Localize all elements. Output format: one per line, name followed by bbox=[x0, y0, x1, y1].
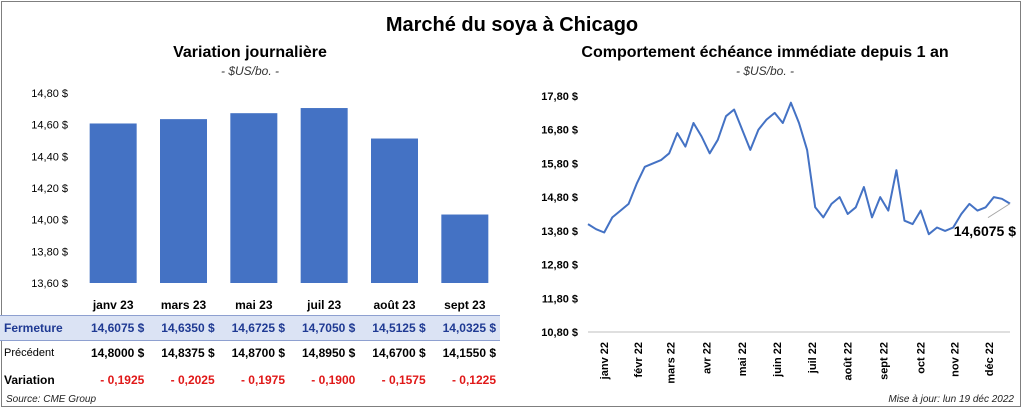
table-cell: - 0,1575 bbox=[381, 373, 426, 387]
updated-note: Mise à jour: lun 19 déc 2022 bbox=[888, 394, 1014, 405]
table-row-variation: Variation - 0,1925 - 0,2025 - 0,1975 - 0,19… bbox=[0, 368, 500, 392]
bar-1 bbox=[160, 119, 207, 283]
price-series-line bbox=[587, 101, 1011, 236]
bar-y-tick-label: 14,20 $ bbox=[31, 183, 68, 195]
line-x-tick-label: avr 22 bbox=[701, 342, 713, 374]
bar-y-tick-label: 14,00 $ bbox=[31, 215, 68, 227]
table-cell: 14,7050 $ bbox=[301, 321, 356, 335]
last-value-leader bbox=[987, 203, 1011, 219]
bar-y-tick-label: 14,60 $ bbox=[31, 120, 68, 132]
last-value-label: 14,6075 $ bbox=[954, 223, 1016, 239]
bar-y-tick-label: 13,60 $ bbox=[31, 278, 68, 290]
line-x-tick-label: oct 22 bbox=[916, 342, 928, 374]
bar-5 bbox=[441, 214, 489, 283]
line-y-tick-label: 12,80 $ bbox=[541, 260, 578, 272]
table-cell: 14,0325 $ bbox=[442, 321, 496, 335]
line-chart-subtitle: - $US/bo. - bbox=[735, 64, 795, 78]
bar-4 bbox=[371, 138, 418, 283]
line-x-tick-label: juil 22 bbox=[807, 342, 819, 374]
bar-chart-title: Variation journalière bbox=[173, 44, 327, 61]
table-cell: 14,8375 $ bbox=[161, 346, 215, 360]
row-label: Fermeture bbox=[4, 321, 63, 335]
bar-chart: 14,80 $ 14,60 $ 14,40 $ 14,20 $ 14,00 $ 13,80… bbox=[31, 88, 489, 312]
row-label: Variation bbox=[4, 373, 55, 387]
line-y-tick-label: 17,80 $ bbox=[541, 91, 578, 103]
line-x-tick-label: févr 22 bbox=[633, 342, 645, 377]
table-row-previous: Précédent 14,8000 $ 14,8375 $ 14,8700 $ 14,… bbox=[0, 341, 500, 365]
line-x-tick-label: sept 22 bbox=[879, 342, 891, 380]
table-cell: 14,8700 $ bbox=[231, 346, 285, 360]
table-cell: 14,8000 $ bbox=[90, 346, 145, 360]
bar-x-tick-label: sept 23 bbox=[444, 298, 486, 312]
bar-y-tick-label: 13,80 $ bbox=[31, 246, 68, 258]
main-title: Marché du soya à Chicago bbox=[385, 14, 639, 36]
table-cell: - 0,2025 bbox=[170, 373, 215, 387]
table-cell: - 0,1975 bbox=[240, 373, 285, 387]
line-chart-title: Comportement échéance immédiate depuis 1… bbox=[581, 44, 949, 61]
line-x-tick-label: juin 22 bbox=[772, 342, 784, 378]
bar-x-tick-label: janv 23 bbox=[92, 298, 134, 312]
line-x-tick-label: janv 22 bbox=[599, 342, 611, 380]
bar-0 bbox=[89, 123, 137, 284]
line-x-tick-label: mai 22 bbox=[737, 342, 749, 376]
table-cell: - 0,1925 bbox=[100, 373, 145, 387]
bar-x-tick-label: août 23 bbox=[373, 298, 415, 312]
bar-y-tick-label: 14,80 $ bbox=[31, 88, 68, 100]
line-x-tick-label: août 22 bbox=[843, 342, 855, 381]
bar-x-tick-label: juil 23 bbox=[306, 298, 341, 312]
bar-chart-subtitle: - $US/bo. - bbox=[220, 64, 280, 78]
line-y-tick-label: 16,80 $ bbox=[541, 125, 578, 137]
bar-x-tick-label: mai 23 bbox=[235, 298, 273, 312]
line-y-tick-label: 10,80 $ bbox=[541, 327, 578, 339]
bar-y-tick-label: 14,40 $ bbox=[31, 151, 68, 163]
source-note: Source: CME Group bbox=[6, 394, 97, 405]
table-cell: 14,5125 $ bbox=[372, 321, 426, 335]
row-label: Précédent bbox=[4, 347, 55, 359]
bar-3 bbox=[300, 108, 348, 284]
table-cell: 14,6725 $ bbox=[231, 321, 285, 335]
bar-x-tick-label: mars 23 bbox=[161, 298, 207, 312]
table-cell: 14,6700 $ bbox=[372, 346, 426, 360]
table-cell: 14,1550 $ bbox=[442, 346, 496, 360]
table-cell: - 0,1225 bbox=[451, 373, 496, 387]
line-y-tick-label: 14,80 $ bbox=[541, 192, 578, 204]
table-cell: 14,6350 $ bbox=[161, 321, 215, 335]
line-x-tick-label: déc 22 bbox=[984, 342, 996, 376]
table-row-close: Fermeture 14,6075 $ 14,6350 $ 14,6725 $ 14,… bbox=[0, 315, 500, 341]
line-y-tick-label: 13,80 $ bbox=[541, 226, 578, 238]
table-cell: 14,6075 $ bbox=[90, 321, 145, 335]
table-cell: - 0,1900 bbox=[311, 373, 356, 387]
line-x-tick-label: mars 22 bbox=[665, 342, 677, 384]
line-x-tick-label: nov 22 bbox=[949, 342, 961, 377]
bar-2 bbox=[230, 113, 278, 283]
line-y-tick-label: 15,80 $ bbox=[541, 158, 578, 170]
table-cell: 14,8950 $ bbox=[301, 346, 356, 360]
line-y-tick-label: 11,80 $ bbox=[542, 293, 578, 305]
